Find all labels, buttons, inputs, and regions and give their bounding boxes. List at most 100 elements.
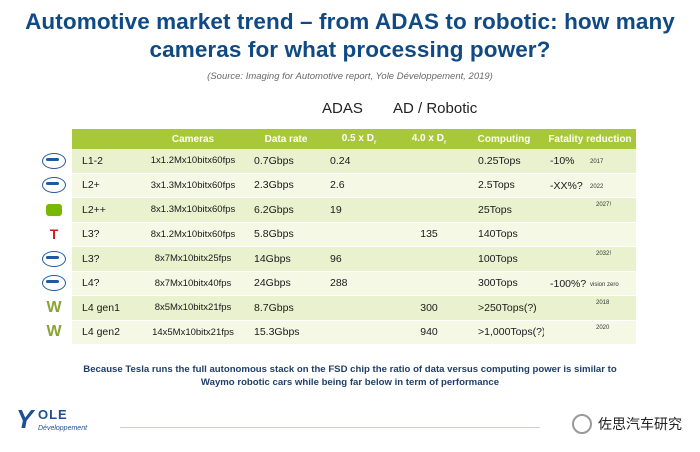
ad-value-cell bbox=[394, 173, 464, 198]
computing-cell: 0.25Tops bbox=[464, 149, 544, 174]
computing-cell: 2.5Tops bbox=[464, 173, 544, 198]
table-header-row: Cameras Data rate 0.5 x Dr 4.0 x Dr Comp… bbox=[36, 129, 636, 149]
adas-value-cell: 19 bbox=[324, 197, 394, 223]
cameras-cell: 3x1.3Mx10bitx60fps bbox=[138, 173, 248, 198]
fatality-year: 2032! bbox=[596, 251, 612, 257]
table-row: L4? 8x7Mx10bitx40fps 24Gbps 288 300Tops -100%… bbox=[36, 271, 636, 296]
ad-value-cell bbox=[394, 197, 464, 223]
fatality-cell: 2027! bbox=[544, 197, 636, 223]
fatality-cell: -10% 2017 bbox=[544, 149, 636, 174]
oval-logo-icon bbox=[42, 250, 66, 267]
adas-value-cell: 96 bbox=[324, 246, 394, 272]
header-data-rate: Data rate bbox=[248, 129, 324, 149]
oval-logo-icon bbox=[42, 275, 66, 292]
table-row: L2+ 3x1.3Mx10bitx60fps 2.3Gbps 2.6 2.5Tops -X… bbox=[36, 173, 636, 198]
wechat-icon bbox=[572, 414, 592, 434]
row-logo-cell bbox=[36, 271, 72, 296]
table-row: L3? 8x7Mx10bitx25fps 14Gbps 96 100Tops 2032! bbox=[36, 246, 636, 272]
footnote-line-1: Because Tesla runs the full autonomous s… bbox=[83, 364, 617, 375]
header-logo bbox=[36, 129, 72, 149]
row-logo-cell: W bbox=[36, 295, 72, 321]
footnote: Because Tesla runs the full autonomous s… bbox=[40, 363, 660, 389]
fatality-cell bbox=[544, 222, 636, 247]
page-title: Automotive market trend – from ADAS to r… bbox=[25, 9, 675, 62]
row-logo-cell bbox=[36, 197, 72, 223]
computing-cell: 140Tops bbox=[464, 222, 544, 247]
level-cell: L2++ bbox=[72, 197, 138, 223]
level-cell: L4 gen1 bbox=[72, 295, 138, 321]
yole-logo: Y OLE Développement bbox=[16, 404, 136, 444]
group-label-ad-robotic: AD / Robotic bbox=[393, 100, 478, 117]
level-cell: L1-2 bbox=[72, 149, 138, 174]
ad-value-cell: 135 bbox=[394, 222, 464, 247]
fatality-year: vision zero bbox=[590, 281, 619, 288]
yole-name: OLE bbox=[38, 407, 68, 422]
data-rate-cell: 15.3Gbps bbox=[248, 320, 324, 345]
header-level bbox=[72, 129, 138, 149]
level-cell: L4? bbox=[72, 271, 138, 296]
nvidia-logo-icon bbox=[46, 203, 62, 216]
table-row: T L3? 8x1.2Mx10bitx60fps 5.8Gbps 135 140Tops bbox=[36, 222, 636, 247]
computing-cell: 25Tops bbox=[464, 197, 544, 223]
computing-cell: >1,000Tops(?) bbox=[464, 320, 544, 345]
ad-value-cell: 300 bbox=[394, 295, 464, 321]
waymo-logo-icon: W bbox=[46, 298, 62, 316]
adas-value-cell: 0.24 bbox=[324, 149, 394, 174]
watermark-text: 佐思汽车研究 bbox=[598, 417, 682, 433]
oval-logo-icon bbox=[42, 177, 66, 194]
cameras-cell: 8x1.3Mx10bitx60fps bbox=[138, 197, 248, 223]
waymo-logo-icon: W bbox=[46, 323, 62, 341]
fatality-year: 2027! bbox=[596, 202, 612, 208]
fatality-cell: -100%? vision zero bbox=[544, 271, 636, 296]
adas-value-cell bbox=[324, 222, 394, 247]
ad-value-cell bbox=[394, 149, 464, 174]
row-logo-cell: W bbox=[36, 320, 72, 345]
table-row: W L4 gen1 8x5Mx10bitx21fps 8.7Gbps 300 >250To… bbox=[36, 295, 636, 321]
fatality-value: -XX%? bbox=[550, 179, 583, 192]
data-rate-cell: 14Gbps bbox=[248, 246, 324, 272]
source-note: (Source: Imaging for Automotive report, … bbox=[207, 71, 493, 82]
cameras-cell: 1x1.2Mx10bitx60fps bbox=[138, 149, 248, 174]
header-computing: Computing bbox=[464, 129, 544, 149]
watermark: 佐思汽车研究 bbox=[572, 414, 682, 434]
yole-subtitle: Développement bbox=[38, 425, 88, 432]
ad-value-cell: 940 bbox=[394, 320, 464, 345]
fatality-cell: 2020 bbox=[544, 320, 636, 345]
level-cell: L2+ bbox=[72, 173, 138, 198]
cameras-cell: 8x7Mx10bitx25fps bbox=[138, 246, 248, 272]
fatality-year: 2017 bbox=[590, 159, 604, 165]
data-rate-cell: 2.3Gbps bbox=[248, 173, 324, 198]
fatality-value: -10% bbox=[550, 155, 575, 167]
adas-value-cell: 2.6 bbox=[324, 173, 394, 198]
oval-logo-icon bbox=[42, 152, 66, 169]
table-row: L1-2 1x1.2Mx10bitx60fps 0.7Gbps 0.24 0.25Top… bbox=[36, 149, 636, 174]
data-rate-cell: 5.8Gbps bbox=[248, 222, 324, 247]
fatality-cell: -XX%? 2022 bbox=[544, 173, 636, 198]
group-label-adas: ADAS bbox=[322, 100, 363, 117]
fatality-year: 2018 bbox=[596, 300, 610, 306]
adas-value-cell bbox=[324, 295, 394, 321]
footer-divider bbox=[120, 427, 540, 428]
yole-mark-icon: Y bbox=[16, 404, 34, 434]
row-logo-cell bbox=[36, 246, 72, 272]
level-cell: L3? bbox=[72, 222, 138, 247]
ad-value-cell bbox=[394, 271, 464, 296]
level-cell: L3? bbox=[72, 246, 138, 272]
header-adas-factor: 0.5 x Dr bbox=[324, 129, 394, 149]
footnote-line-2: Waymo robotic cars while being far below… bbox=[200, 377, 500, 388]
cameras-cell: 8x1.2Mx10bitx60fps bbox=[138, 222, 248, 247]
tesla-logo-icon: T bbox=[49, 226, 59, 243]
computing-cell: >250Tops(?) bbox=[464, 295, 544, 321]
header-cameras: Cameras bbox=[138, 129, 248, 149]
header-fatality: Fatality reduction bbox=[544, 129, 636, 149]
row-logo-cell bbox=[36, 149, 72, 174]
comparison-table: Cameras Data rate 0.5 x Dr 4.0 x Dr Comp… bbox=[36, 129, 636, 345]
data-rate-cell: 0.7Gbps bbox=[248, 149, 324, 174]
adas-value-cell bbox=[324, 320, 394, 345]
table-row: L2++ 8x1.3Mx10bitx60fps 6.2Gbps 19 25Tops 202… bbox=[36, 197, 636, 223]
fatality-value: -100%? bbox=[550, 277, 587, 290]
table-row: W L4 gen2 14x5Mx10bitx21fps 15.3Gbps 940 >1,0… bbox=[36, 320, 636, 345]
row-logo-cell bbox=[36, 173, 72, 198]
level-cell: L4 gen2 bbox=[72, 320, 138, 345]
ad-value-cell bbox=[394, 246, 464, 272]
